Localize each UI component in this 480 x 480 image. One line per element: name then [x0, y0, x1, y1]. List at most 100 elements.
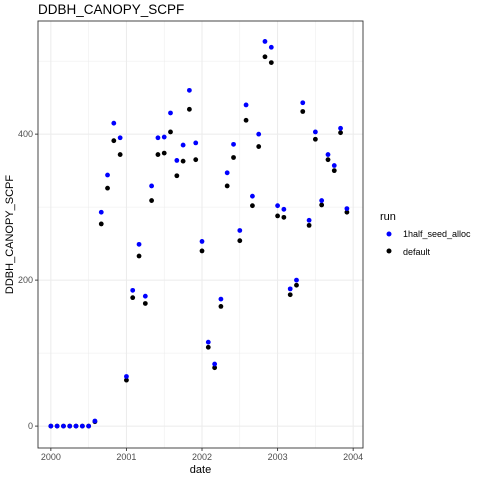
- legend: run 1half_seed_alloc default: [380, 211, 471, 257]
- data-point: [130, 287, 136, 293]
- data-point: [161, 134, 167, 140]
- data-point: [124, 377, 129, 383]
- data-point: [199, 248, 205, 254]
- data-point: [130, 295, 136, 301]
- data-point: [86, 423, 92, 429]
- data-point: [312, 136, 318, 142]
- data-point: [155, 135, 161, 141]
- data-point: [142, 293, 148, 299]
- data-point: [186, 87, 192, 93]
- data-point: [287, 286, 293, 292]
- data-point: [105, 185, 110, 191]
- data-point: [111, 138, 117, 144]
- data-point: [331, 163, 337, 168]
- data-point: [212, 365, 218, 371]
- y-axis: 0 200 400: [18, 129, 38, 431]
- data-point: [344, 206, 350, 211]
- data-point: [281, 214, 287, 220]
- series-layer: [48, 39, 350, 429]
- data-point: [243, 102, 249, 108]
- data-point: [306, 222, 312, 228]
- data-point: [186, 106, 192, 112]
- data-point: [338, 130, 343, 136]
- data-point: [111, 120, 117, 126]
- data-point: [199, 239, 205, 244]
- data-point: [67, 423, 73, 429]
- data-point: [161, 150, 167, 156]
- grid-major: [38, 21, 363, 448]
- x-axis-title: date: [190, 464, 211, 476]
- y-tick-label: 200: [18, 275, 33, 285]
- data-point: [331, 168, 337, 174]
- legend-title: run: [380, 211, 396, 223]
- data-point: [300, 109, 306, 114]
- data-point: [98, 209, 104, 215]
- data-point: [193, 157, 199, 163]
- data-point: [98, 221, 104, 227]
- data-point: [275, 203, 280, 209]
- data-point: [319, 198, 325, 203]
- data-point: [168, 129, 173, 135]
- y-tick-label: 0: [28, 421, 33, 431]
- y-axis-title: DDBH_CANOPY_SCPF: [4, 175, 16, 294]
- data-point: [256, 131, 262, 137]
- data-point: [168, 110, 173, 116]
- data-point: [231, 141, 236, 147]
- data-point: [149, 183, 154, 189]
- grid-minor: [38, 21, 363, 448]
- x-tick-label: 2001: [116, 452, 136, 462]
- data-point: [136, 241, 142, 247]
- data-point: [205, 344, 211, 350]
- legend-key-default: [386, 248, 392, 254]
- data-point: [136, 253, 142, 259]
- x-tick-label: 2004: [343, 452, 363, 462]
- x-tick-label: 2002: [192, 452, 212, 462]
- data-point: [117, 135, 123, 141]
- data-point: [243, 117, 249, 123]
- data-point: [174, 173, 180, 179]
- data-point: [344, 209, 350, 215]
- data-point: [231, 155, 236, 160]
- data-point: [174, 158, 180, 163]
- y-tick-label: 400: [18, 129, 33, 139]
- data-point: [224, 170, 230, 176]
- data-point: [193, 140, 199, 146]
- x-tick-label: 2003: [268, 452, 288, 462]
- data-point: [180, 158, 186, 164]
- data-point: [256, 144, 262, 149]
- data-point: [250, 203, 255, 209]
- data-point: [224, 183, 230, 189]
- data-point: [212, 361, 218, 367]
- data-point: [92, 418, 98, 424]
- chart-title: DDBH_CANOPY_SCPF: [38, 2, 184, 17]
- data-point: [155, 152, 161, 157]
- data-point: [105, 172, 110, 178]
- legend-key-1half-seed-alloc: [386, 231, 392, 237]
- data-point: [237, 228, 243, 233]
- data-point: [325, 152, 331, 157]
- series-1half-seed-alloc: [48, 39, 350, 429]
- data-point: [117, 152, 123, 157]
- data-point: [142, 301, 148, 306]
- data-point: [218, 303, 224, 309]
- data-point: [300, 100, 306, 106]
- data-point: [48, 423, 54, 429]
- data-point: [262, 54, 268, 60]
- data-point: [262, 39, 268, 44]
- data-point: [73, 423, 79, 429]
- data-point: [218, 296, 224, 302]
- data-point: [250, 193, 255, 199]
- data-point: [180, 142, 186, 148]
- legend-label-1half-seed-alloc: 1half_seed_alloc: [403, 229, 471, 239]
- data-point: [268, 60, 274, 66]
- data-point: [338, 125, 343, 131]
- data-point: [287, 292, 293, 298]
- data-point: [294, 277, 299, 283]
- data-point: [325, 157, 331, 163]
- data-point: [237, 238, 243, 244]
- data-point: [54, 423, 60, 429]
- x-tick-label: 2000: [41, 452, 61, 462]
- data-point: [205, 339, 211, 345]
- data-point: [312, 129, 318, 135]
- data-point: [281, 206, 287, 212]
